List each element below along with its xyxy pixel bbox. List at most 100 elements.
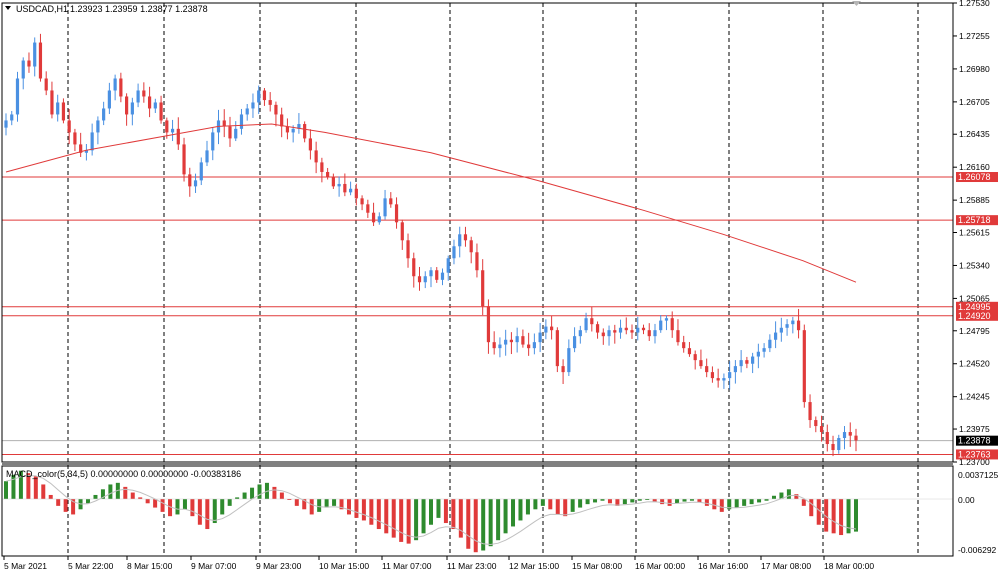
candle-body: [831, 444, 835, 451]
macd-bar: [346, 499, 351, 515]
y-tick-label: 1.23700: [959, 457, 990, 467]
candle-body: [337, 183, 341, 187]
candle-body: [153, 102, 157, 109]
candle-body: [84, 150, 89, 153]
candle-body: [693, 354, 697, 361]
candle-body: [360, 198, 364, 205]
macd-bar: [749, 499, 754, 505]
candle-body: [406, 240, 410, 259]
macd-bar: [555, 499, 560, 515]
macd-bar: [809, 499, 814, 517]
candle-body: [182, 144, 186, 175]
macd-bar: [175, 499, 180, 515]
candle-body: [475, 252, 479, 271]
x-tick-label: 9 Mar 07:00: [191, 561, 237, 571]
candle-body: [779, 327, 783, 333]
macd-bar: [675, 499, 680, 504]
candle-body: [544, 326, 548, 333]
candle-body: [446, 258, 450, 273]
candle-body: [802, 330, 806, 403]
candle-body: [33, 42, 37, 67]
macd-bar: [742, 499, 747, 506]
macd-bar: [421, 499, 426, 534]
macd-bar: [302, 499, 307, 510]
shift-marker-icon[interactable]: [852, 1, 861, 6]
macd-bar: [637, 499, 642, 501]
candle-body: [538, 332, 542, 343]
current-price-label: 1.23878: [958, 436, 991, 446]
y-tick-label: 1.23975: [959, 424, 990, 434]
candle-body: [762, 348, 766, 352]
macd-bar: [123, 486, 128, 499]
candle-body: [687, 348, 692, 355]
candle-body: [268, 100, 272, 105]
macd-bar: [429, 499, 433, 525]
candle-body: [228, 126, 232, 139]
macd-bar: [839, 499, 844, 536]
candle-body: [664, 318, 669, 321]
macd-bar: [250, 487, 255, 499]
macd-bar: [794, 494, 799, 499]
candle-body: [96, 120, 100, 133]
candle-body: [257, 90, 261, 103]
candle-body: [389, 198, 393, 205]
macd-bar: [220, 499, 225, 515]
candle-body: [768, 339, 772, 349]
macd-bar: [26, 473, 31, 499]
macd-bar: [100, 489, 105, 499]
candle-body: [222, 120, 226, 127]
candle-body: [348, 188, 353, 193]
candle-body: [676, 330, 680, 343]
level-tag: [956, 449, 998, 460]
x-tick-label: 10 Mar 15:00: [319, 561, 369, 571]
y-tick-label: 1.24795: [959, 326, 990, 336]
macd-bar: [734, 499, 739, 508]
macd-bar: [488, 499, 493, 547]
candle-body: [435, 270, 439, 280]
candle-body: [343, 183, 347, 193]
candle-body: [38, 42, 43, 79]
macd-bar: [548, 499, 553, 510]
macd-bar: [436, 499, 441, 518]
macd-bar: [771, 495, 776, 499]
candle-body: [848, 432, 852, 436]
macd-bar: [645, 499, 650, 500]
macd-bar: [190, 499, 195, 517]
level-tag: [956, 172, 998, 183]
macd-bar: [719, 499, 724, 512]
macd-bar: [764, 499, 769, 501]
candle-body: [354, 188, 358, 199]
macd-bar: [593, 499, 598, 503]
candle-body: [262, 90, 267, 101]
candle-body: [682, 342, 686, 349]
macd-bar: [622, 499, 627, 505]
macd-bar: [496, 499, 501, 541]
macd-bar: [443, 499, 448, 524]
candle-body: [56, 102, 60, 115]
candle-body: [722, 378, 726, 381]
ohlc-values: 1.23923 1.23959 1.23877 1.23878: [70, 4, 208, 14]
level-tag-label: 1.24920: [958, 311, 991, 321]
x-tick-label: 16 Mar 16:00: [698, 561, 748, 571]
y-tick-label: 1.27530: [959, 0, 990, 8]
macd-bar: [369, 499, 374, 525]
candle-body: [142, 90, 146, 97]
y-tick-label: 1.24520: [959, 359, 990, 369]
macd-scale-zero: 0.00: [958, 495, 975, 505]
x-tick-label: 15 Mar 08:00: [572, 561, 622, 571]
macd-bar: [376, 499, 381, 530]
chevron-down-icon[interactable]: [5, 6, 11, 10]
level-tag: [956, 301, 998, 312]
y-tick-label: 1.26160: [959, 162, 990, 172]
candle-body: [837, 438, 841, 451]
macd-bar: [71, 499, 76, 515]
macd-bar: [160, 499, 165, 512]
macd-bar: [727, 499, 732, 510]
macd-bar: [600, 499, 605, 501]
candle-body: [630, 330, 634, 333]
candle-body: [670, 318, 674, 331]
chart-grid: [67, 3, 919, 556]
macd-bar: [846, 499, 851, 534]
indicator-plot-frame: [1, 465, 954, 557]
candle-body: [50, 90, 54, 115]
